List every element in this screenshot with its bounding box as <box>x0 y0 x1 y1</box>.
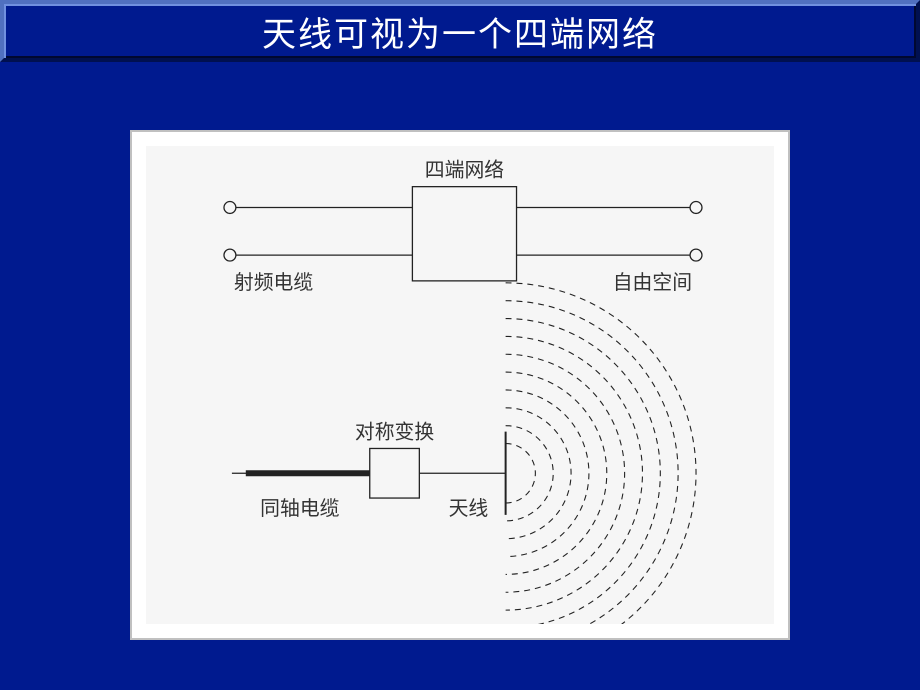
antenna-label: 天线 <box>449 498 489 520</box>
balun-label: 对称变换 <box>355 422 434 444</box>
diagram-svg: 四端网络射频电缆 自由空间 对称变换同轴电缆 天线 <box>146 146 774 624</box>
radiation-arc <box>506 372 607 574</box>
radiation-arc <box>506 283 696 624</box>
left-terminal <box>224 202 236 214</box>
radiation-arc <box>506 301 678 624</box>
left-terminal <box>224 249 236 261</box>
radiation-arc <box>506 408 571 539</box>
four-port-box-label: 四端网络 <box>425 160 504 182</box>
balun-box <box>370 448 420 498</box>
radiation-arc <box>506 426 554 521</box>
diagram-inner: 四端网络射频电缆 自由空间 对称变换同轴电缆 天线 <box>146 146 774 624</box>
coax-label: 同轴电缆 <box>260 498 339 520</box>
four-port-network-diagram: 四端网络射频电缆 自由空间 <box>224 160 702 294</box>
diagram-panel: 四端网络射频电缆 自由空间 对称变换同轴电缆 天线 <box>130 130 790 640</box>
free-space-label: 自由空间 <box>613 272 692 294</box>
four-port-box <box>412 187 516 281</box>
radiation-arc <box>506 444 536 504</box>
title-bar: 天线可视为一个四端网络 <box>0 0 920 62</box>
right-terminal <box>690 249 702 261</box>
radiation-arc <box>506 336 643 610</box>
antenna-radiation-diagram: 对称变换同轴电缆 天线 <box>232 283 696 624</box>
radiation-arc <box>506 319 661 624</box>
radiation-arc <box>506 390 589 557</box>
slide-title: 天线可视为一个四端网络 <box>262 7 658 56</box>
rf-cable-label: 射频电缆 <box>234 272 313 294</box>
right-terminal <box>690 202 702 214</box>
